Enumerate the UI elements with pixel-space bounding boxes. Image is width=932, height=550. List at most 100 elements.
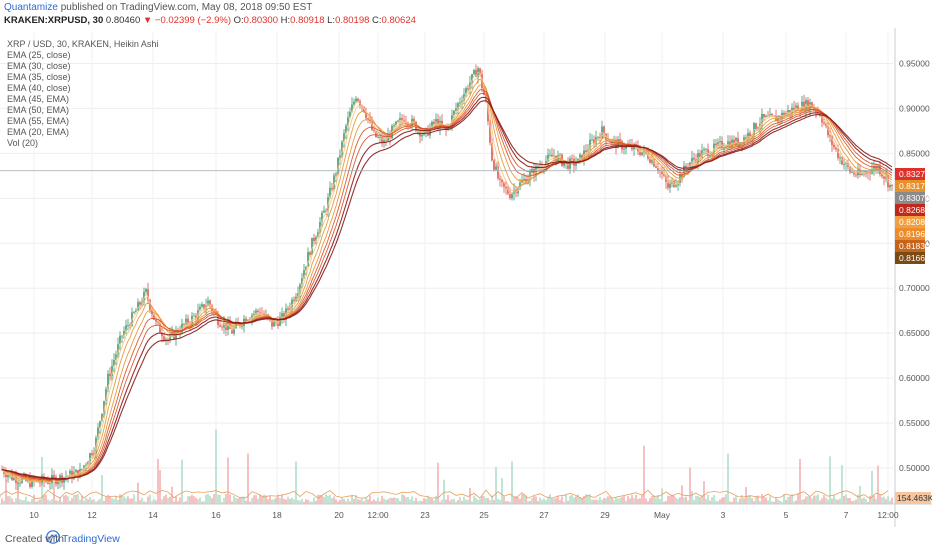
volume-bar: [409, 499, 411, 504]
volume-bar: [781, 501, 783, 504]
volume-bar: [647, 501, 649, 504]
volume-bar: [461, 500, 463, 504]
volume-bar: [701, 494, 703, 504]
volume-bar: [109, 495, 111, 504]
candle-body: [737, 138, 739, 147]
volume-bar: [263, 494, 265, 504]
price-chart[interactable]: 0.950000.900000.850000.800000.750000.700…: [0, 28, 932, 527]
volume-bar: [237, 498, 239, 504]
volume-bar: [441, 499, 443, 504]
volume-bar: [529, 500, 531, 504]
candle-body: [401, 118, 403, 120]
publish-info: Quantamize published on TradingView.com,…: [4, 2, 312, 14]
volume-bar: [193, 496, 195, 504]
candle-body: [111, 365, 113, 377]
volume-bar: [221, 501, 223, 504]
volume-bar: [251, 498, 253, 504]
volume-bar: [265, 495, 267, 504]
volume-bar: [695, 495, 697, 504]
volume-bar: [271, 499, 273, 504]
volume-bar: [889, 500, 891, 504]
candle-body: [829, 135, 831, 137]
volume-bar: [629, 498, 631, 504]
candle-body: [193, 315, 195, 317]
candle-body: [85, 464, 87, 466]
volume-bar: [865, 499, 867, 504]
volume-bar: [93, 499, 95, 504]
candle-body: [581, 154, 583, 161]
price-tick-label: 0.90000: [899, 103, 930, 113]
candle-body: [495, 166, 497, 170]
candle-body: [493, 160, 495, 170]
candle-body: [437, 119, 439, 129]
volume-bar: [317, 494, 319, 504]
volume-bar: [91, 499, 93, 504]
volume-bar: [377, 497, 379, 504]
volume-bar: [203, 501, 205, 504]
volume-tag-box: [895, 492, 931, 504]
candle-body: [783, 112, 785, 117]
volume-bar: [309, 501, 311, 504]
volume-bar: [499, 499, 501, 504]
candle-body: [789, 110, 791, 114]
candle-body: [5, 473, 7, 478]
candle-body: [301, 278, 303, 285]
candle-body: [313, 237, 315, 242]
volume-bar: [473, 495, 475, 504]
volume-bar: [843, 495, 845, 504]
volume-bar: [607, 496, 609, 504]
volume-bar: [817, 494, 819, 504]
candle-body: [335, 174, 337, 176]
volume-bar: [541, 499, 543, 504]
volume-bar: [139, 500, 141, 504]
candle-body: [675, 185, 677, 187]
volume-bar: [55, 500, 57, 504]
candle-body: [455, 108, 457, 111]
volume-bar: [853, 500, 855, 504]
volume-bar: [699, 497, 701, 504]
volume-bar: [675, 497, 677, 504]
candle-body: [101, 413, 103, 422]
time-tick-label: 25: [479, 510, 489, 520]
candle-body: [185, 318, 187, 325]
candle-body: [661, 170, 663, 175]
volume-bar: [387, 499, 389, 504]
time-axis[interactable]: 10 12 14 16 18 20 12:00 23 25 27 29 May 3 5 7 12:00: [29, 510, 899, 520]
volume-bar: [141, 498, 143, 504]
author-link[interactable]: Quantamize: [4, 2, 58, 13]
volume-bar: [273, 499, 275, 504]
volume-bar: [219, 494, 221, 504]
low-value: 0.80198: [335, 15, 370, 26]
candle-body: [841, 157, 843, 165]
volume-bar: [397, 498, 399, 504]
volume-bar: [75, 494, 77, 504]
candle-body: [641, 152, 643, 155]
tradingview-link[interactable]: TradingView: [62, 533, 120, 545]
volume-bar: [15, 498, 17, 504]
candle-body: [657, 167, 659, 171]
volume-bar: [389, 497, 391, 504]
price-tag-box: [895, 192, 925, 204]
candle-body: [219, 325, 221, 327]
volume-bar: [151, 501, 153, 504]
volume-bar: [313, 497, 315, 504]
ema-line: [1, 100, 893, 480]
volume-bar: [763, 496, 765, 504]
volume-bar: [797, 494, 799, 504]
volume-bar: [439, 501, 441, 504]
volume-bar: [405, 497, 407, 504]
time-tick-label: 3: [721, 510, 726, 520]
volume-bar: [741, 494, 743, 504]
volume-bar: [659, 499, 661, 504]
volume-bar: [753, 501, 755, 504]
volume-bar: [519, 498, 521, 504]
volume-bar: [371, 500, 373, 504]
candle-body: [831, 136, 833, 145]
legend-entry: EMA (30, close): [7, 61, 71, 71]
volume-bar: [561, 496, 563, 504]
volume-bar: [357, 499, 359, 504]
candle-body: [279, 317, 281, 326]
candle-body: [163, 336, 165, 341]
candle-body: [503, 182, 505, 187]
